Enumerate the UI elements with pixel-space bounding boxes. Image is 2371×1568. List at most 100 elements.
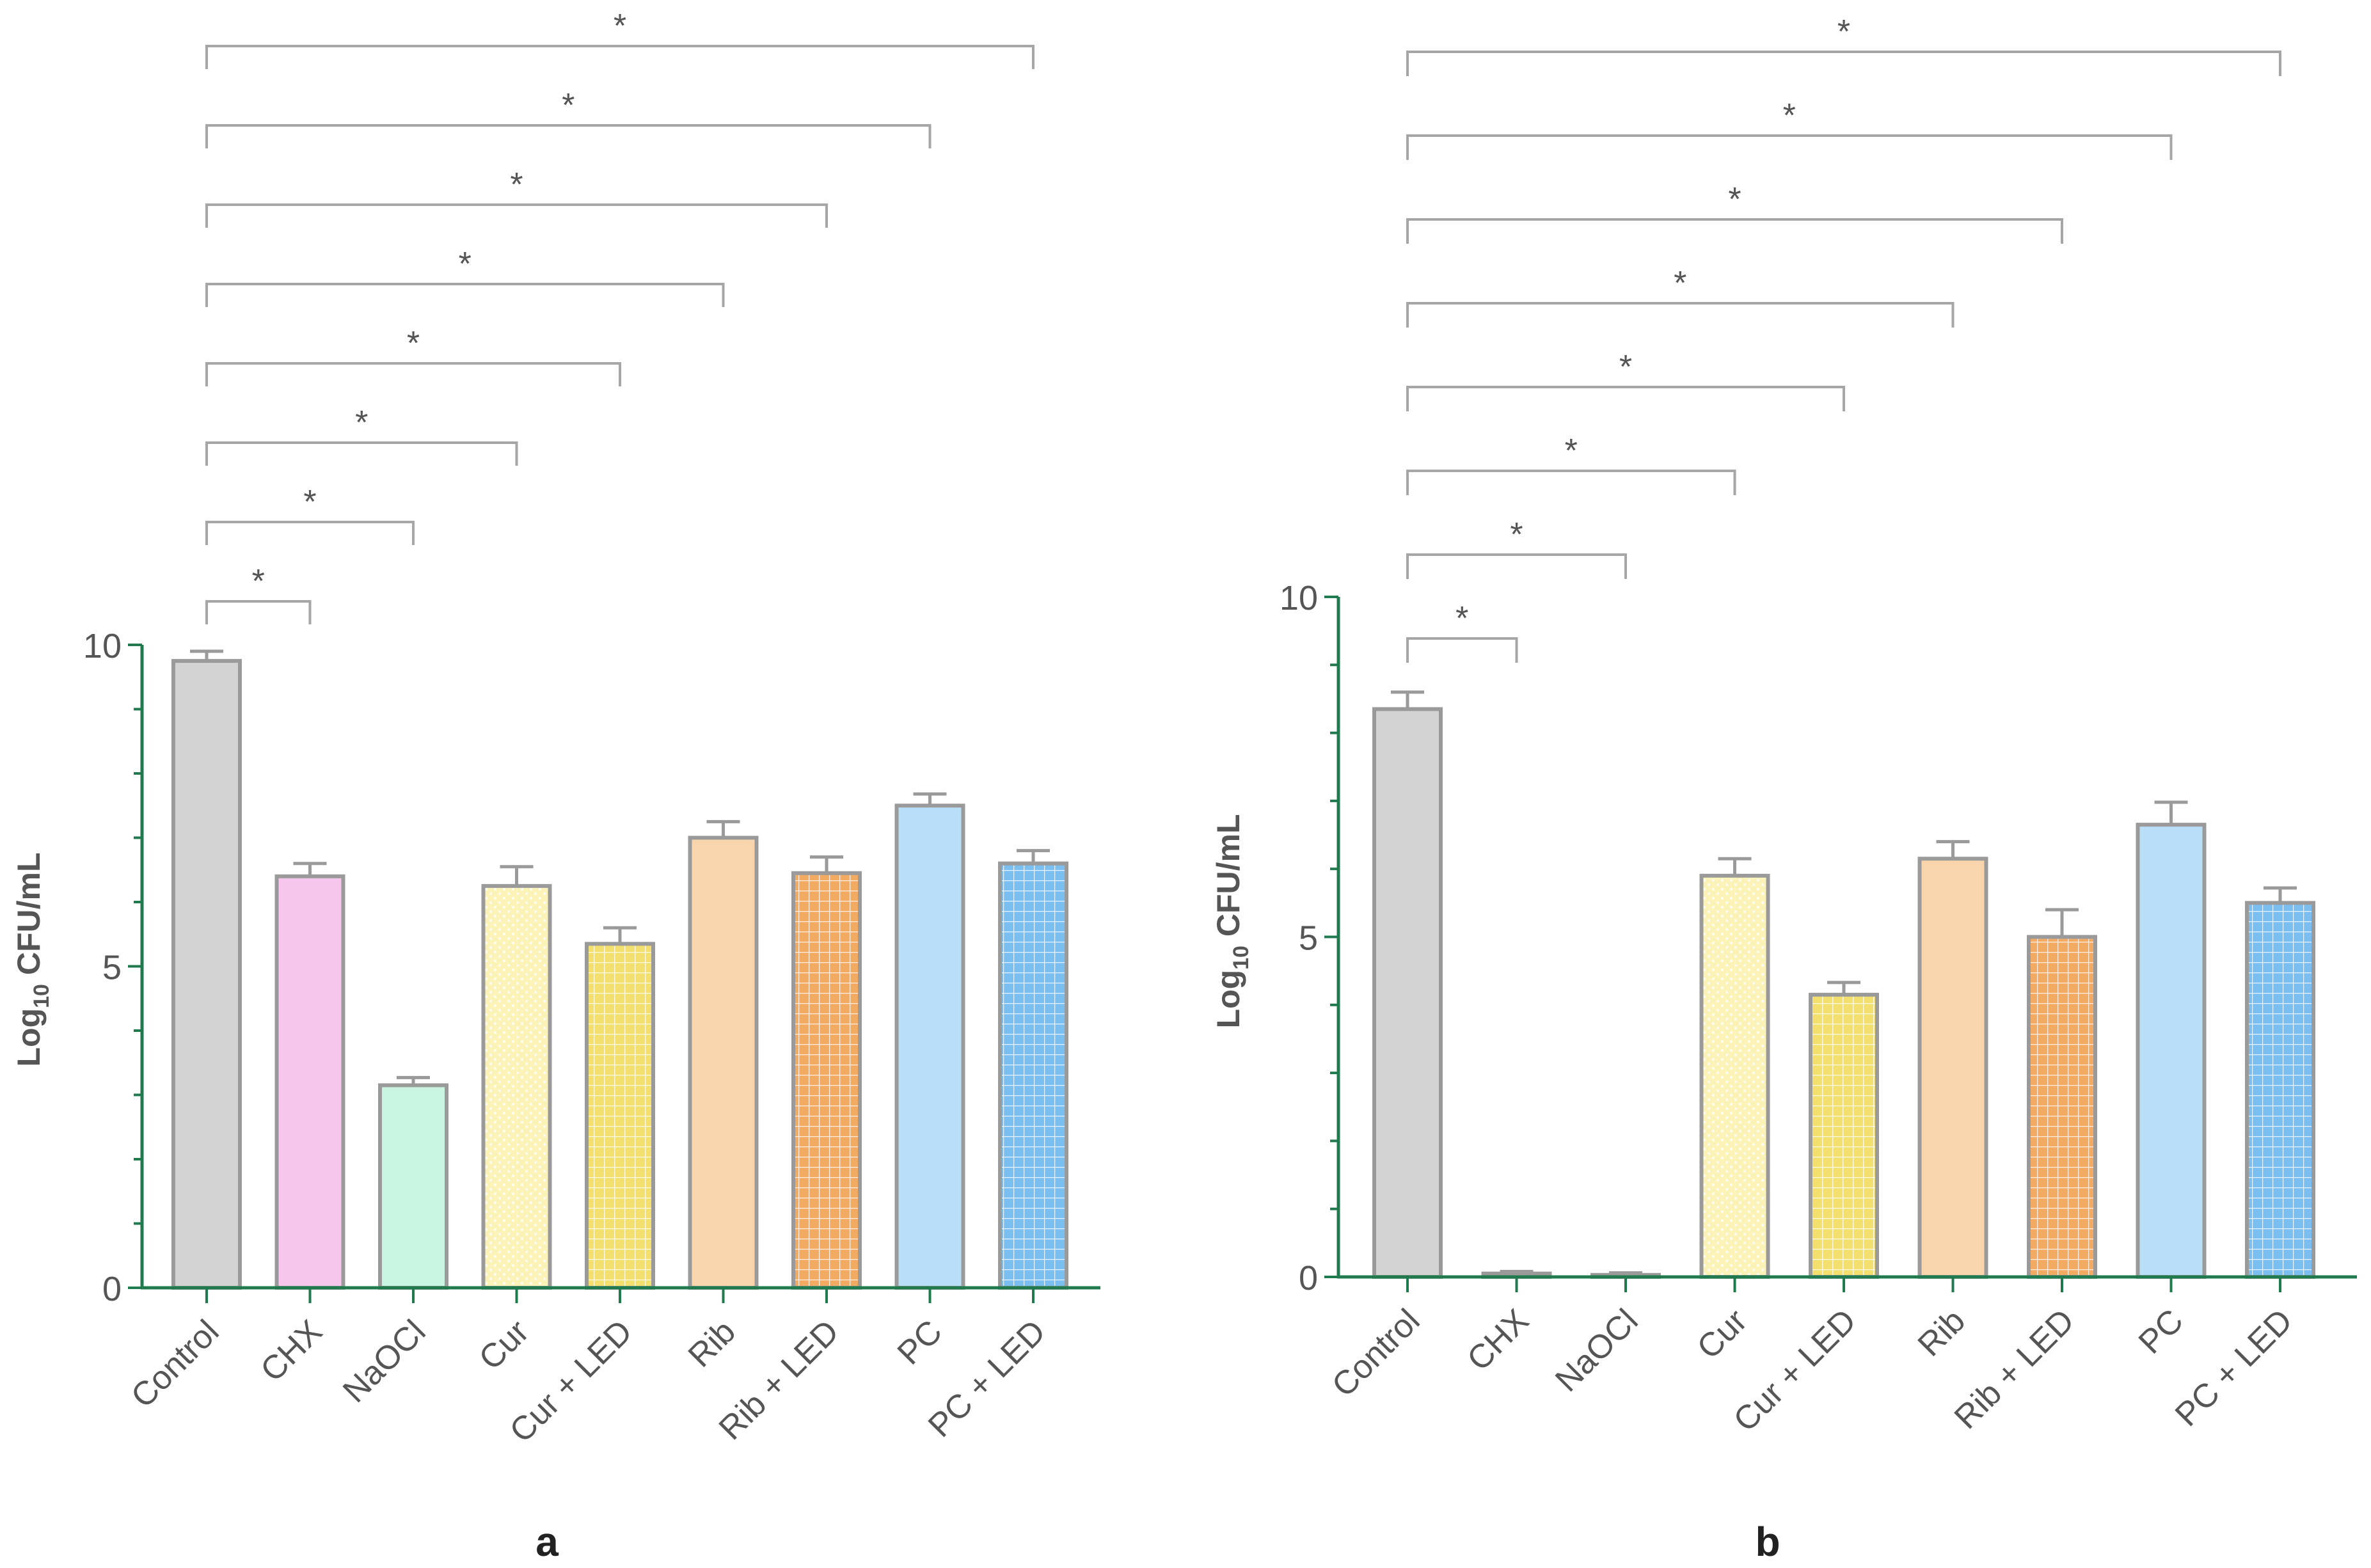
y-axis-label-sub: 10 [1229, 946, 1253, 970]
significance-bracket-6: * [205, 166, 828, 228]
x-tick-label: CHX [1460, 1302, 1536, 1378]
x-tick-label: NaOCl [336, 1313, 432, 1409]
bracket-line [1406, 134, 2173, 160]
significance-marker: * [562, 87, 575, 124]
x-tick-label: CHX [253, 1313, 329, 1389]
y-tick-label: 0 [1299, 1259, 1318, 1297]
bar-pattern [2247, 903, 2313, 1277]
significance-bracket-8: * [1406, 13, 2281, 76]
significance-bracket-5: * [205, 246, 725, 307]
x-tick-label: Control [124, 1313, 226, 1415]
x-tick-label: Control [1325, 1302, 1427, 1404]
significance-bracket-5: * [1406, 265, 1955, 328]
bar-fill [276, 876, 344, 1288]
bar-fill [2137, 825, 2205, 1277]
y-axis-label: Log10 CFU/mL [11, 852, 54, 1066]
bracket-line [205, 283, 725, 307]
significance-marker: * [1619, 349, 1632, 386]
significance-marker: * [407, 325, 420, 362]
bar-pattern [483, 885, 550, 1288]
y-axis-label: Log10 CFU/mL [1210, 814, 1253, 1028]
y-axis-label-main: Log [11, 1008, 47, 1067]
bracket-line [1406, 386, 1845, 411]
bar-fill [1919, 859, 1986, 1277]
bracket-line [1406, 51, 2281, 76]
bar-fill [896, 805, 963, 1288]
x-tick-label: Cur [472, 1313, 536, 1377]
y-tick-label: 10 [1280, 579, 1318, 617]
bracket-line [1406, 302, 1955, 328]
bar-4 [1699, 857, 1770, 1279]
significance-marker: * [1674, 265, 1686, 302]
bar-1 [171, 649, 242, 1290]
significance-marker: * [459, 246, 472, 283]
x-tick-label: Rib + LED [1947, 1302, 2082, 1436]
significance-bracket-6: * [1406, 181, 2063, 244]
bar-7 [2027, 908, 2097, 1279]
x-tick-label: PC [2132, 1302, 2191, 1361]
bar-8 [894, 792, 965, 1290]
bar-pattern [1701, 875, 1768, 1277]
bar-pattern [793, 873, 860, 1288]
bar-4 [481, 865, 552, 1290]
bar-5 [585, 926, 655, 1290]
bracket-line [205, 203, 828, 228]
significance-marker: * [303, 484, 316, 521]
significance-marker: * [1728, 181, 1741, 218]
significance-bracket-4: * [1406, 349, 1845, 411]
x-tick-label: Rib [681, 1313, 743, 1374]
y-tick-label: 5 [1299, 919, 1318, 958]
bar-9 [998, 849, 1068, 1290]
significance-bracket-4: * [205, 325, 621, 386]
bracket-line [205, 441, 518, 466]
significance-marker: * [1455, 600, 1468, 637]
bracket-line [1406, 470, 1736, 495]
y-axis-label-rest: CFU/mL [11, 852, 47, 984]
bar-6 [688, 820, 759, 1290]
x-tick-label: Cur [1690, 1302, 1754, 1366]
significance-marker: * [614, 8, 626, 45]
bar-pattern [587, 944, 653, 1288]
bar-7 [791, 855, 862, 1290]
bracket-line [1406, 637, 1518, 663]
bracket-line [205, 124, 932, 148]
y-axis-label-sub: 10 [29, 984, 54, 1008]
significance-marker: * [1783, 97, 1796, 134]
bar-fill [690, 837, 757, 1288]
bar-fill [1374, 709, 1441, 1277]
significance-marker: * [1837, 13, 1850, 51]
bar-5 [1809, 981, 1879, 1279]
bracket-line [1406, 218, 2063, 244]
bar-6 [1917, 840, 1988, 1279]
significance-marker: * [355, 404, 368, 441]
significance-bracket-2: * [1406, 516, 1627, 579]
bracket-line [205, 362, 621, 386]
significance-marker: * [1510, 516, 1523, 553]
bar-2 [274, 862, 345, 1290]
bracket-line [205, 521, 415, 545]
bar-pattern [2029, 937, 2095, 1277]
x-tick-label: Rib [1911, 1302, 1972, 1363]
significance-bracket-8: * [205, 8, 1035, 69]
bar-pattern [1811, 994, 1877, 1277]
bracket-line [1406, 553, 1627, 579]
bar-fill [380, 1085, 447, 1288]
y-axis-label-main: Log [1210, 970, 1246, 1029]
bracket-line [205, 600, 312, 624]
significance-bracket-1: * [205, 563, 312, 624]
panel-label: b [1755, 1519, 1780, 1565]
bar-9 [2245, 886, 2315, 1279]
significance-bracket-7: * [1406, 97, 2173, 160]
bar-3 [378, 1075, 448, 1290]
significance-bracket-3: * [205, 404, 518, 466]
significance-bracket-7: * [205, 87, 932, 148]
x-tick-label: NaOCl [1548, 1302, 1645, 1398]
y-axis-label-rest: CFU/mL [1210, 814, 1246, 946]
bar-1 [1372, 690, 1443, 1279]
bar-pattern [1000, 863, 1067, 1288]
y-tick-label: 5 [102, 949, 122, 987]
bar-fill [173, 661, 240, 1288]
x-tick-label: PC + LED [2168, 1302, 2300, 1434]
